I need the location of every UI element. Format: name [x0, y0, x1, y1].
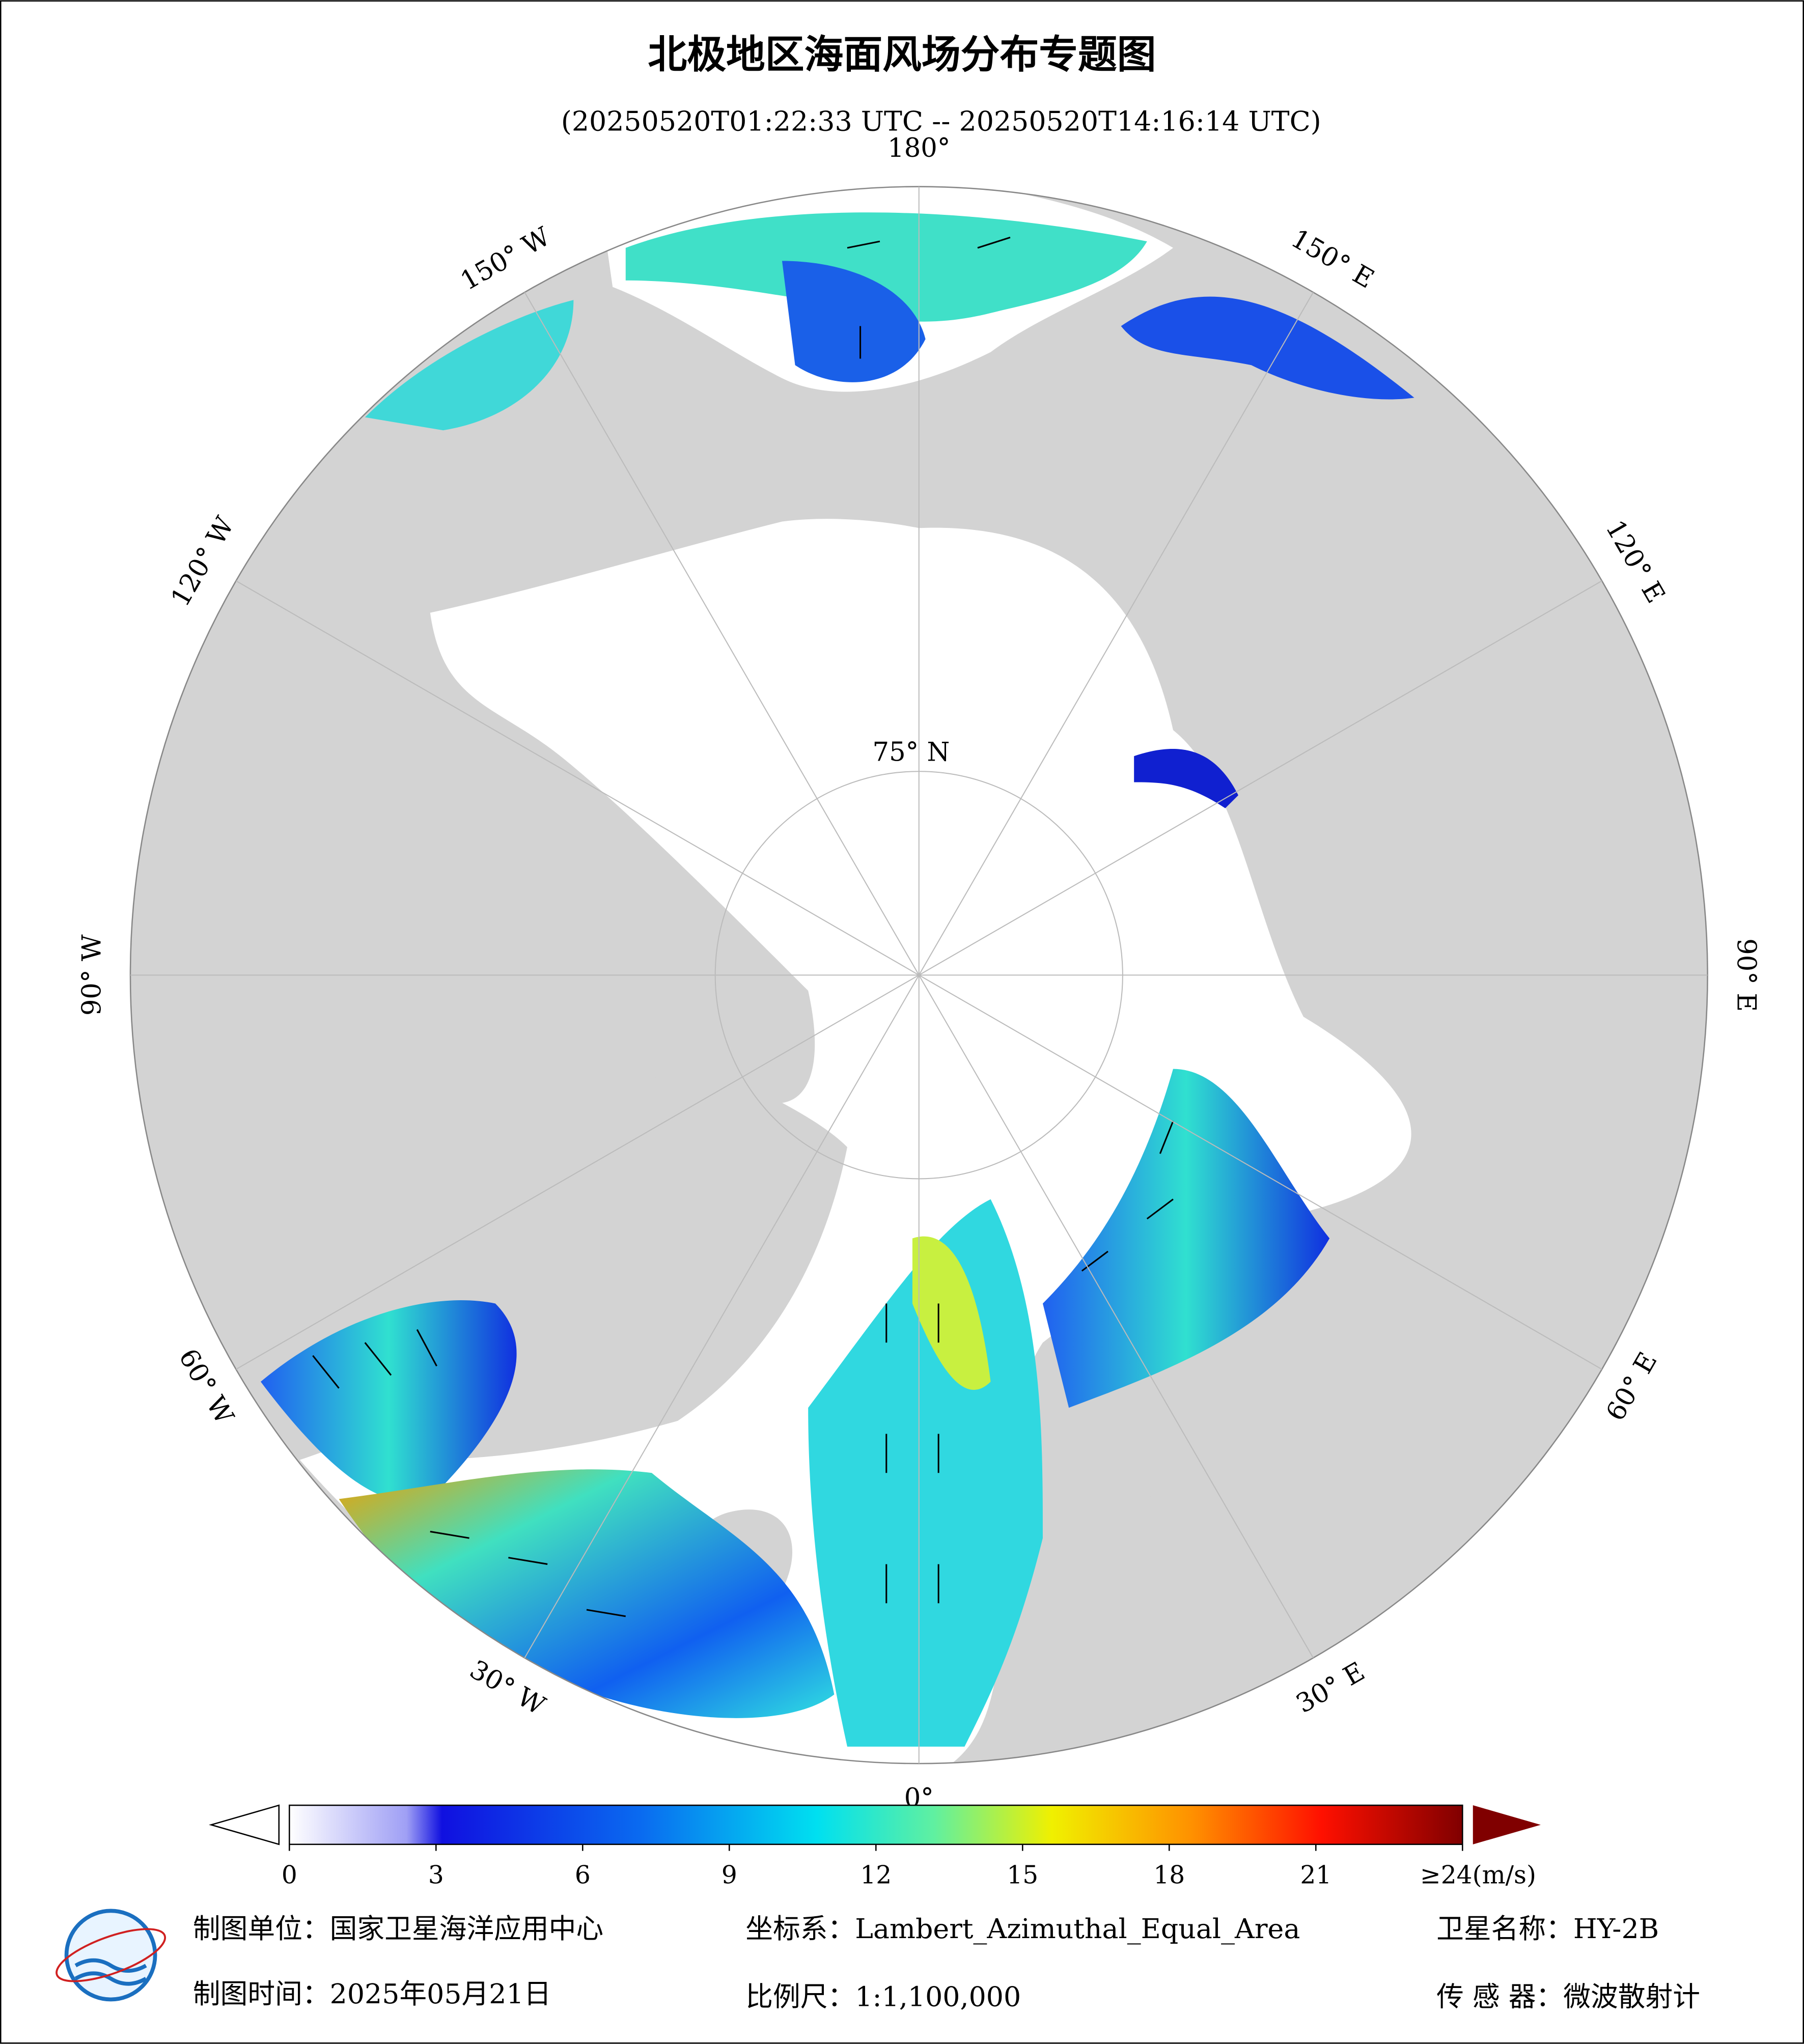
colorbar-label: 0 [282, 1861, 297, 1890]
colorbar-label: 18 [1153, 1861, 1185, 1890]
colorbar-label: 9 [721, 1861, 737, 1890]
colorbar-label: 6 [575, 1861, 591, 1890]
wind-field [1134, 749, 1238, 808]
wind-arrows [312, 236, 1174, 1617]
lon-label: 90° E [1731, 938, 1761, 1012]
logo-circle [64, 1909, 157, 2002]
wind-field [1042, 1069, 1330, 1408]
footer-satellite: 卫星名称：HY-2B [1436, 1913, 1659, 1945]
footer-date: 制图时间：2025年05月21日 [193, 1978, 551, 2010]
parallel [714, 771, 1123, 1180]
wind-field [1121, 296, 1414, 400]
footer-crs: 坐标系：Lambert_Azimuthal_Equal_Area [745, 1913, 1300, 1945]
colorbar-over [1473, 1805, 1541, 1844]
meridian [524, 292, 920, 975]
meridian [918, 292, 1314, 975]
colorbar [289, 1804, 1463, 1845]
meridian [919, 974, 1602, 1370]
meridian [235, 974, 920, 1370]
logo-orbit [55, 1928, 166, 1982]
lon-label: 90° W [76, 934, 107, 1016]
colorbar-label: 21 [1300, 1861, 1331, 1890]
greenland [410, 1043, 847, 1460]
subtitle: (20250520T01:22:33 UTC -- 20250520T14:16… [561, 105, 1321, 137]
wind-field [912, 1236, 991, 1390]
colorbar-under [209, 1804, 280, 1845]
meridian [235, 580, 920, 976]
title: 北极地区海面风场分布专题图 [648, 33, 1156, 78]
colorbar-label: ≥24(m/s) [1420, 1861, 1536, 1890]
wind-field [808, 1199, 1043, 1747]
wind-field [625, 212, 1147, 322]
lat-label: 75° N [873, 737, 950, 768]
footer-unit: 制图单位：国家卫星海洋应用中心 [193, 1913, 603, 1945]
meridian [524, 974, 920, 1659]
wind-field [782, 261, 926, 382]
wind-field [260, 1300, 517, 1502]
map [130, 186, 1708, 1764]
wind-field [365, 300, 574, 431]
footer-scale: 比例尺：1:1,100,000 [745, 1980, 1021, 2012]
colorbar-label: 15 [1007, 1861, 1038, 1890]
meridian [919, 580, 1602, 976]
footer-sensor: 传 感 器：微波散射计 [1436, 1980, 1700, 2012]
lon-label: 180° [887, 133, 950, 163]
logo [55, 1909, 166, 2002]
colorbar-label: 12 [860, 1861, 892, 1890]
wind-field [339, 1469, 835, 1718]
logo-waves [74, 1958, 147, 1986]
meridian [918, 974, 1314, 1659]
colorbar-label: 3 [428, 1861, 444, 1890]
ocean-ice [299, 519, 1411, 1764]
